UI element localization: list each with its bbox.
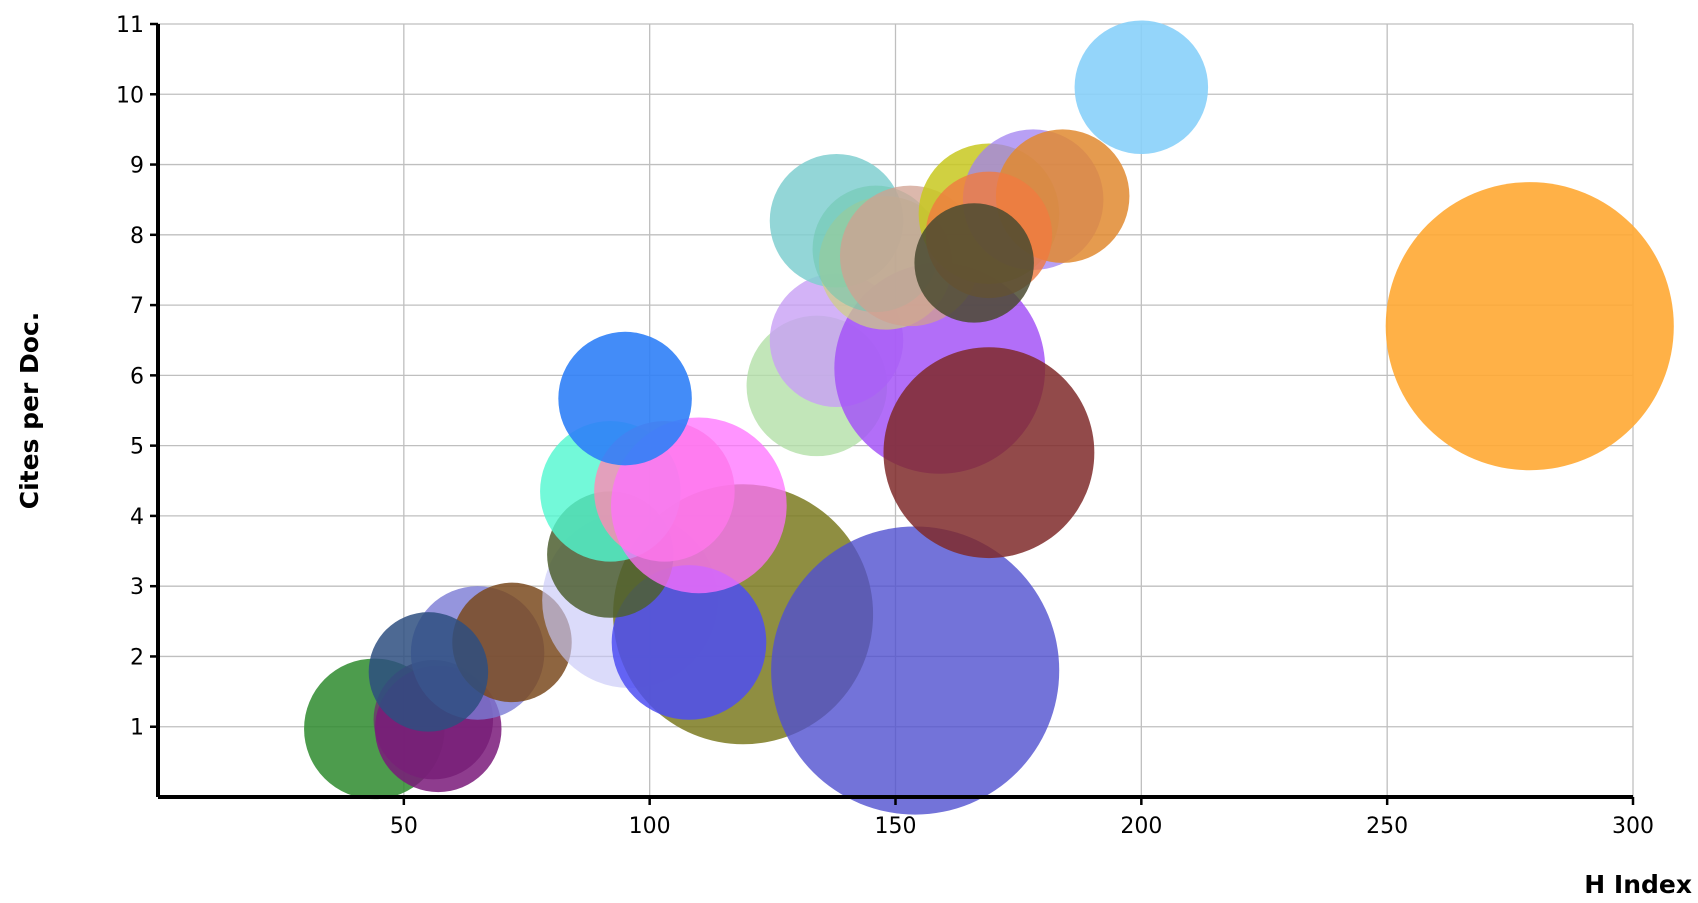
x-tick-label: 300 [1612,814,1654,839]
data-bubble [771,526,1060,815]
data-bubble [368,612,489,732]
x-tick-label: 50 [390,814,418,839]
y-axis-title: Cites per Doc. [15,312,44,510]
y-tick-label: 7 [130,294,144,319]
bubble-layer [304,20,1674,815]
x-axis-title: H Index [1584,870,1692,899]
data-bubble [610,417,787,594]
data-bubble [883,347,1095,559]
x-tick-label: 150 [875,814,917,839]
y-tick-label: 5 [130,435,144,460]
y-tick-label: 9 [130,154,144,179]
data-bubble [611,565,767,720]
data-bubble [914,203,1034,323]
x-tick-label: 200 [1120,814,1162,839]
y-tick-label: 11 [116,13,144,38]
y-tick-label: 1 [130,716,144,741]
y-tick-label: 4 [130,505,144,530]
tick-layer: 50 100 150 200 250 300 1 2 3 4 5 6 7 8 9 10 11 [116,13,1654,839]
y-tick-label: 3 [130,575,144,600]
y-tick-label: 8 [130,224,144,249]
data-bubble [1074,20,1209,155]
data-bubble [558,331,692,466]
y-tick-label: 2 [130,645,144,670]
data-bubble [1385,182,1674,471]
x-tick-label: 100 [629,814,671,839]
y-tick-label: 6 [130,364,144,389]
y-tick-label: 10 [116,83,144,108]
x-tick-label: 250 [1366,814,1408,839]
